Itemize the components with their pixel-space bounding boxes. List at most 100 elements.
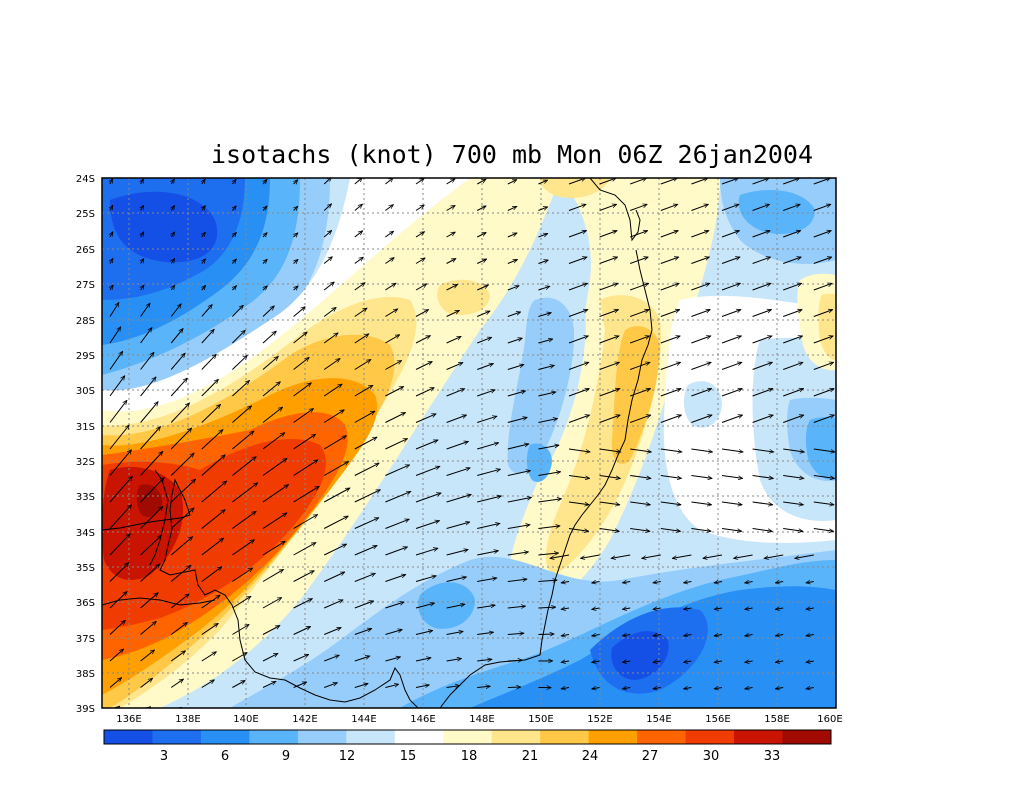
wind-vector — [660, 362, 681, 370]
wind-vector — [775, 661, 784, 662]
lon-label: 160E — [817, 714, 842, 725]
wind-vector — [507, 525, 530, 529]
wind-vector — [232, 540, 254, 556]
wind-vector — [507, 497, 532, 503]
wind-vector — [109, 678, 122, 688]
north-jet-patch — [540, 178, 610, 198]
isotach-field — [102, 178, 836, 708]
wind-vector — [446, 389, 465, 397]
wind-vector — [354, 656, 370, 662]
wind-vector — [202, 179, 205, 185]
wind-vector — [721, 362, 742, 370]
wind-vector — [446, 659, 462, 662]
wind-vector — [232, 457, 256, 476]
wind-vector — [691, 204, 708, 211]
wind-vector — [660, 475, 682, 479]
wind-vector — [538, 419, 557, 423]
wind-vector — [293, 598, 313, 609]
wind-vector — [660, 336, 680, 344]
wind-vector — [538, 499, 561, 503]
wind-vector — [354, 545, 377, 556]
wind-vector — [354, 462, 379, 476]
wind-vector — [684, 635, 692, 636]
wind-vector — [262, 306, 274, 317]
wind-vector — [354, 257, 364, 264]
wind-vector — [140, 678, 153, 688]
wind-vector — [538, 607, 555, 608]
plot-frame — [101, 177, 837, 709]
wind-vector — [293, 357, 310, 370]
wind-vector — [783, 178, 800, 185]
wind-vector — [507, 471, 531, 476]
wind-vector — [813, 231, 832, 238]
wind-vector — [415, 631, 433, 635]
wind-vector — [232, 431, 254, 450]
wind-vector — [415, 685, 429, 688]
wind-vector — [599, 389, 620, 397]
wind-vector — [599, 475, 621, 479]
wind-vector — [201, 652, 217, 662]
wind-vector — [201, 455, 225, 476]
wind-vector — [476, 284, 488, 291]
wind-vector — [507, 286, 519, 291]
wind-vector — [293, 486, 320, 503]
wind-vector — [477, 578, 497, 582]
wind-vector — [599, 283, 618, 291]
colorbar-swatch — [394, 730, 444, 744]
wind-vector — [477, 337, 492, 344]
wind-vector — [170, 428, 192, 450]
wind-vector — [262, 407, 283, 423]
wind-vector — [813, 362, 834, 370]
lat-label: 29S — [76, 351, 95, 362]
wind-vector — [783, 415, 804, 423]
wind-vector — [415, 658, 431, 662]
wind-vector — [109, 303, 119, 317]
wind-vector — [691, 283, 709, 291]
colorbar-label: 24 — [582, 749, 599, 764]
wind-vector — [752, 389, 773, 397]
wind-vector — [806, 661, 814, 662]
wind-vector — [684, 688, 692, 689]
wind-vector — [714, 608, 723, 609]
wind-vector — [446, 631, 464, 635]
wind-vector — [323, 204, 331, 211]
wind-vector — [721, 528, 742, 532]
wind-vector — [568, 362, 589, 370]
lon-label: 144E — [351, 714, 376, 725]
wind-vector — [752, 528, 773, 532]
wind-vector — [385, 205, 393, 211]
wind-vector — [415, 521, 440, 529]
wind-vector — [171, 206, 174, 211]
wind-vector — [660, 528, 681, 532]
wind-vector — [446, 415, 467, 423]
colorbar-swatch — [637, 730, 687, 744]
wind-vector — [446, 468, 471, 476]
wind-vector — [294, 180, 298, 184]
wind-vector — [385, 386, 403, 397]
wind-vector — [263, 286, 267, 290]
wind-vector — [323, 515, 348, 529]
lon-label: 136E — [116, 714, 141, 725]
wind-vector — [764, 554, 784, 558]
wind-vector — [170, 304, 181, 317]
wind-vector — [783, 528, 803, 532]
wind-vector — [568, 231, 587, 238]
wind-vector — [806, 635, 814, 636]
colorbar-swatch — [249, 730, 299, 744]
wind-vector — [385, 258, 394, 264]
wind-vector — [775, 688, 784, 689]
wind-vector — [783, 257, 801, 264]
wind-vector — [415, 603, 435, 609]
colorbar-label: 27 — [642, 749, 659, 764]
wind-vector — [232, 259, 236, 264]
wind-vector — [202, 206, 206, 211]
wind-vector — [140, 402, 159, 423]
wind-vector — [293, 681, 307, 688]
wind-vector — [262, 569, 284, 582]
wind-vector — [775, 582, 784, 583]
wind-vector — [385, 464, 409, 476]
wind-vector — [599, 310, 619, 317]
wind-vector — [538, 179, 547, 185]
wind-vector — [262, 652, 278, 662]
wind-vector — [354, 334, 369, 344]
